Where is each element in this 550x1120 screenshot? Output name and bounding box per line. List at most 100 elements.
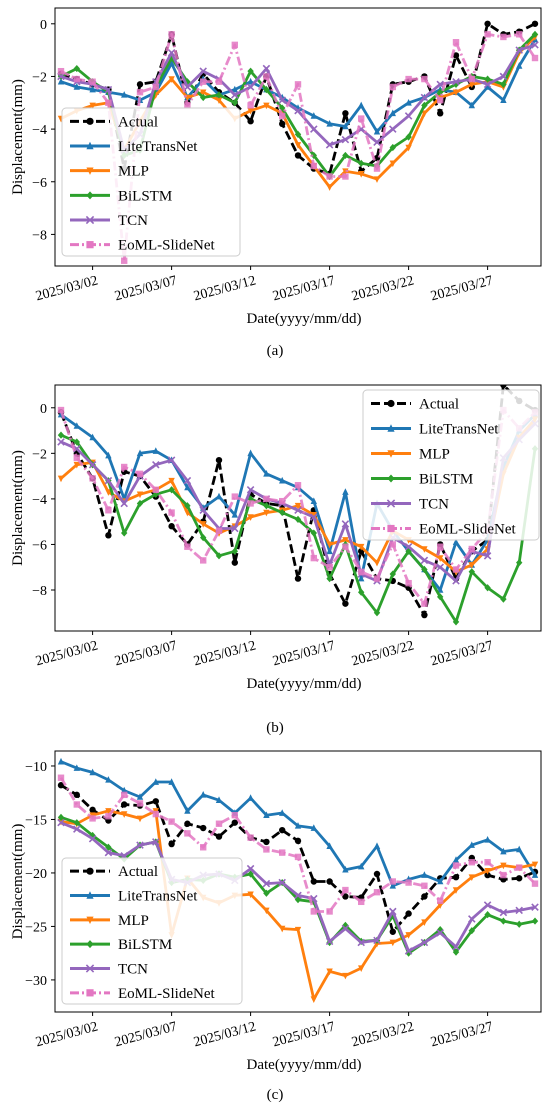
data-point-tcn — [310, 513, 318, 521]
data-point-litetransnet — [452, 856, 460, 863]
data-point-tcn — [73, 445, 81, 453]
data-point-litetransnet — [136, 793, 144, 800]
data-point-actual — [184, 820, 191, 827]
data-point-mlp — [326, 184, 333, 191]
y-tick-label: −10 — [25, 760, 47, 775]
data-point-litetransnet — [247, 77, 254, 85]
data-point-bilstm — [294, 130, 302, 138]
data-point-eoml-slidenet — [310, 908, 317, 915]
data-point-eoml-slidenet — [421, 600, 428, 607]
data-point-litetransnet — [73, 422, 80, 429]
legend: Actual LiteTransNet MLP BiLSTM TCN EoML-Slide… — [61, 857, 243, 1005]
data-point-tcn — [420, 556, 429, 565]
data-point-actual — [421, 893, 428, 900]
data-point-eoml-slidenet — [57, 774, 65, 781]
data-point-litetransnet — [484, 835, 491, 843]
data-point-eoml-slidenet — [57, 406, 65, 414]
data-point-actual — [294, 152, 302, 159]
data-point-litetransnet — [310, 824, 317, 831]
data-point-mlp — [136, 815, 144, 823]
data-point-litetransnet — [531, 871, 539, 878]
data-point-eoml-slidenet — [152, 810, 159, 818]
data-point-litetransnet — [152, 778, 159, 785]
data-point-tcn — [73, 825, 81, 833]
data-point-eoml-slidenet — [500, 871, 507, 879]
data-point-tcn — [341, 924, 350, 933]
legend-marker — [387, 399, 395, 408]
data-point-tcn — [262, 879, 271, 888]
data-point-litetransnet — [484, 83, 491, 90]
data-point-actual — [136, 81, 144, 88]
data-point-tcn — [183, 83, 192, 91]
x-tick-label: 2025/03/22 — [350, 1019, 415, 1050]
data-point-mlp — [421, 919, 428, 926]
data-point-litetransnet — [57, 757, 65, 765]
data-point-actual — [389, 928, 396, 935]
data-point-mlp — [452, 887, 460, 894]
data-point-actual — [310, 878, 317, 885]
data-point-eoml-slidenet — [389, 83, 396, 91]
data-point-tcn — [373, 138, 381, 147]
data-point-bilstm — [215, 552, 223, 560]
data-point-bilstm — [231, 547, 238, 555]
data-point-bilstm — [136, 499, 144, 508]
data-point-litetransnet — [136, 449, 144, 457]
data-point-eoml-slidenet — [215, 820, 223, 827]
data-point-eoml-slidenet — [421, 75, 428, 83]
data-point-tcn — [167, 456, 176, 464]
data-point-litetransnet — [184, 807, 191, 814]
legend-label: LiteTransNet — [419, 422, 499, 438]
data-point-tcn — [404, 542, 413, 551]
data-point-eoml-slidenet — [405, 879, 412, 886]
data-point-bilstm — [73, 438, 80, 446]
plot-area — [57, 757, 539, 1003]
data-point-bilstm — [484, 75, 491, 83]
data-point-eoml-slidenet — [342, 173, 349, 180]
data-point-mlp — [200, 521, 207, 528]
data-point-bilstm — [105, 843, 112, 851]
data-point-eoml-slidenet — [373, 165, 381, 172]
data-point-litetransnet — [326, 547, 333, 555]
x-tick-label: 2025/03/12 — [192, 1019, 257, 1050]
x-tick-label: 2025/03/07 — [113, 273, 178, 304]
data-point-mlp — [294, 926, 302, 934]
data-point-eoml-slidenet — [516, 864, 523, 871]
data-point-tcn — [436, 929, 444, 937]
x-axis-label: Date(yyyy/mm/dd) — [247, 676, 362, 692]
data-point-tcn — [483, 901, 492, 909]
data-point-litetransnet — [247, 449, 254, 457]
data-point-tcn — [104, 476, 113, 485]
data-point-tcn — [483, 552, 492, 560]
data-point-actual — [516, 875, 523, 882]
data-point-eoml-slidenet — [136, 470, 144, 478]
data-point-actual — [247, 118, 254, 125]
data-point-litetransnet — [168, 778, 175, 785]
data-point-tcn — [136, 841, 144, 849]
legend-marker — [86, 916, 94, 925]
data-point-litetransnet — [310, 112, 317, 119]
data-point-actual — [484, 871, 491, 879]
x-tick-label: 2025/03/22 — [350, 638, 415, 669]
data-point-mlp — [168, 477, 175, 485]
data-point-eoml-slidenet — [484, 859, 491, 866]
legend-label: Actual — [419, 397, 459, 413]
data-point-actual — [342, 893, 349, 900]
data-point-eoml-slidenet — [263, 495, 270, 503]
data-point-bilstm — [405, 133, 412, 141]
data-point-mlp — [105, 489, 112, 496]
data-point-eoml-slidenet — [200, 557, 207, 564]
data-point-bilstm — [247, 495, 254, 503]
data-point-eoml-slidenet — [279, 112, 286, 120]
data-point-tcn — [341, 520, 350, 528]
data-point-eoml-slidenet — [89, 475, 96, 482]
data-point-tcn — [404, 947, 413, 955]
data-point-mlp — [168, 76, 175, 83]
data-point-eoml-slidenet — [263, 846, 270, 853]
data-point-eoml-slidenet — [421, 882, 428, 889]
legend: Actual LiteTransNet MLP BiLSTM TCN EoML-Slide… — [61, 107, 241, 257]
data-point-bilstm — [73, 64, 80, 73]
data-point-eoml-slidenet — [500, 33, 507, 41]
legend-marker — [86, 989, 94, 997]
data-point-litetransnet — [342, 488, 349, 495]
y-tick-label: −6 — [32, 538, 47, 553]
